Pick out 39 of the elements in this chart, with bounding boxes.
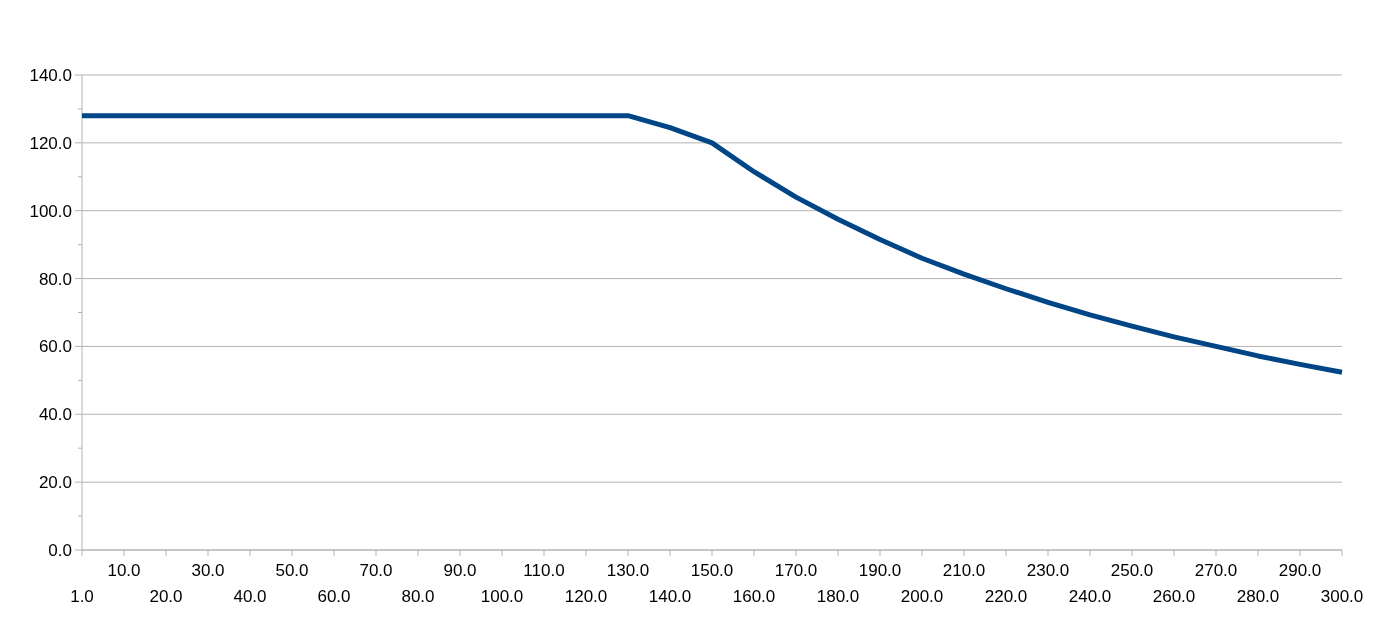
x-tick-label: 240.0: [1068, 587, 1112, 606]
x-tick-label: 260.0: [1152, 587, 1196, 606]
x-tick-label: 270.0: [1194, 561, 1238, 580]
x-tick-label: 50.0: [275, 561, 309, 580]
y-tick-label: 140.0: [29, 65, 72, 85]
x-tick-label: 130.0: [606, 561, 650, 580]
x-tick-label: 300.0: [1320, 587, 1364, 606]
x-tick-label: 80.0: [401, 587, 435, 606]
x-tick-label: 20.0: [149, 587, 183, 606]
x-tick-label: 140.0: [648, 587, 692, 606]
x-tick-label: 120.0: [564, 587, 608, 606]
x-tick-label: 60.0: [317, 587, 351, 606]
y-tick-label: 40.0: [38, 405, 72, 425]
x-tick-label: 40.0: [233, 587, 267, 606]
x-tick-label: 180.0: [816, 587, 860, 606]
x-tick-label: 280.0: [1236, 587, 1280, 606]
x-tick-label: 150.0: [690, 561, 734, 580]
x-tick-label: 190.0: [858, 561, 902, 580]
y-tick-label: 120.0: [29, 133, 72, 153]
y-tick-label: 60.0: [38, 337, 72, 357]
x-tick-label: 1.0: [70, 587, 94, 606]
x-tick-label: 70.0: [359, 561, 393, 580]
x-tick-label: 110.0: [523, 561, 565, 580]
x-tick-label: 160.0: [732, 587, 776, 606]
x-tick-label: 220.0: [984, 587, 1028, 606]
x-tick-label: 30.0: [191, 561, 225, 580]
x-tick-label: 200.0: [900, 587, 944, 606]
x-tick-label: 100.0: [480, 587, 524, 606]
x-tick-label: 230.0: [1026, 561, 1070, 580]
x-tick-label: 10.0: [107, 561, 141, 580]
y-tick-label: 100.0: [29, 201, 72, 221]
x-tick-label: 170.0: [774, 561, 818, 580]
y-tick-label: 80.0: [38, 269, 72, 289]
x-tick-label: 210.0: [942, 561, 986, 580]
x-tick-label: 90.0: [443, 561, 477, 580]
y-tick-label: 0.0: [48, 540, 72, 560]
y-tick-label: 20.0: [38, 473, 72, 493]
x-tick-label: 290.0: [1278, 561, 1322, 580]
x-tick-label: 250.0: [1110, 561, 1154, 580]
